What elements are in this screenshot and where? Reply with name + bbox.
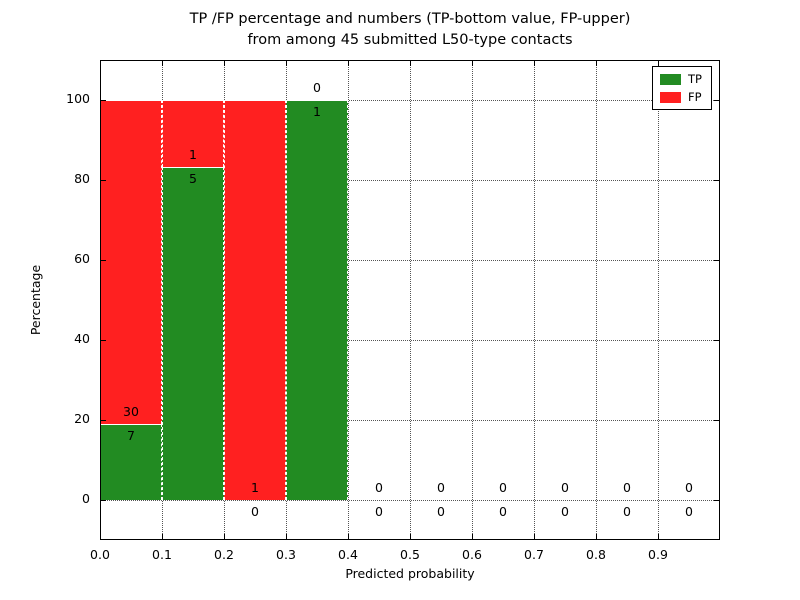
- x-tick-mark: [162, 534, 163, 539]
- legend-entry-label: FP: [688, 90, 702, 104]
- x-tick-label: 0.1: [152, 547, 172, 562]
- tp-count-label: 5: [189, 170, 197, 186]
- x-tick-mark: [596, 534, 597, 539]
- y-tick-label: 0: [82, 491, 90, 506]
- x-tick-mark: [100, 61, 101, 66]
- tp-count-label: 0: [623, 504, 631, 519]
- x-tick-mark: [224, 534, 225, 539]
- fp-count-label: 1: [189, 146, 197, 162]
- tp-count-label: 0: [499, 504, 507, 519]
- tp-bar-segment: [100, 424, 162, 500]
- gridline-vertical: [658, 60, 659, 540]
- y-tick-mark: [101, 420, 106, 421]
- fp-bar-segment: [224, 100, 286, 500]
- y-axis-label: Percentage: [28, 264, 43, 336]
- x-tick-mark: [348, 534, 349, 539]
- gridline-vertical: [472, 60, 473, 540]
- y-tick-mark: [101, 260, 106, 261]
- x-tick-mark: [100, 534, 101, 539]
- fp-count-label: 0: [313, 80, 321, 95]
- tp-bar-segment: [286, 100, 348, 500]
- y-tick-mark: [714, 340, 719, 341]
- chart-title: TP /FP percentage and numbers (TP-bottom…: [189, 11, 631, 48]
- tp-count-label: 0: [685, 504, 693, 519]
- y-tick-mark: [101, 100, 106, 101]
- gridline-vertical: [410, 60, 411, 540]
- x-tick-label: 0.4: [338, 547, 358, 562]
- fp-count-label: 0: [623, 480, 631, 495]
- x-tick-mark: [534, 61, 535, 66]
- x-axis-label: Predicted probability: [345, 566, 475, 581]
- fp-count-label: 0: [561, 480, 569, 495]
- x-tick-label: 0.0: [90, 547, 110, 562]
- gridline-vertical: [348, 60, 349, 540]
- y-tick-mark: [101, 180, 106, 181]
- x-tick-mark: [472, 534, 473, 539]
- tp-count-label: 0: [437, 504, 445, 519]
- fp-count-label: 30: [123, 404, 139, 420]
- x-tick-mark: [162, 61, 163, 66]
- legend-entry-fp: FP: [660, 90, 702, 104]
- y-tick-label: 60: [74, 251, 90, 266]
- tp-count-label: 1: [313, 104, 321, 119]
- x-tick-label: 0.3: [276, 547, 296, 562]
- fp-color-swatch: [660, 91, 682, 103]
- legend-entry-label: TP: [688, 72, 702, 86]
- tp-count-label: 7: [127, 428, 135, 444]
- fp-bar-segment: [100, 100, 162, 425]
- y-tick-mark: [714, 420, 719, 421]
- fp-bar-segment: [162, 100, 224, 167]
- x-tick-mark: [534, 534, 535, 539]
- y-tick-mark: [101, 340, 106, 341]
- x-tick-mark: [224, 61, 225, 66]
- x-tick-mark: [410, 534, 411, 539]
- x-tick-label: 0.5: [400, 547, 420, 562]
- y-tick-mark: [714, 180, 719, 181]
- fp-count-label: 0: [499, 480, 507, 495]
- fp-count-label: 0: [685, 480, 693, 495]
- x-tick-mark: [472, 61, 473, 66]
- y-tick-label: 100: [66, 91, 90, 106]
- fp-count-label: 0: [375, 480, 383, 495]
- tp-bar-segment: [162, 166, 224, 500]
- tp-color-swatch: [660, 73, 682, 85]
- gridline-vertical: [534, 60, 535, 540]
- x-tick-label: 0.8: [586, 547, 606, 562]
- x-tick-mark: [348, 61, 349, 66]
- x-tick-label: 0.9: [648, 547, 668, 562]
- y-tick-label: 80: [74, 171, 90, 186]
- y-tick-mark: [714, 500, 719, 501]
- x-tick-mark: [286, 61, 287, 66]
- legend-entry-tp: TP: [660, 72, 702, 86]
- x-tick-label: 0.2: [214, 547, 234, 562]
- gridline-vertical: [596, 60, 597, 540]
- x-tick-mark: [658, 61, 659, 66]
- fp-count-label: 1: [251, 480, 259, 495]
- y-tick-label: 40: [74, 331, 90, 346]
- x-tick-label: 0.6: [462, 547, 482, 562]
- y-tick-mark: [101, 500, 106, 501]
- fp-count-label: 0: [437, 480, 445, 495]
- x-tick-mark: [658, 534, 659, 539]
- x-tick-mark: [596, 61, 597, 66]
- tp-count-label: 0: [561, 504, 569, 519]
- y-tick-label: 20: [74, 411, 90, 426]
- y-tick-mark: [714, 260, 719, 261]
- x-tick-mark: [286, 534, 287, 539]
- legend: TP FP: [652, 66, 712, 110]
- tp-count-label: 0: [375, 504, 383, 519]
- y-tick-mark: [714, 100, 719, 101]
- x-tick-mark: [410, 61, 411, 66]
- tp-count-label: 0: [251, 504, 259, 519]
- x-tick-label: 0.7: [524, 547, 544, 562]
